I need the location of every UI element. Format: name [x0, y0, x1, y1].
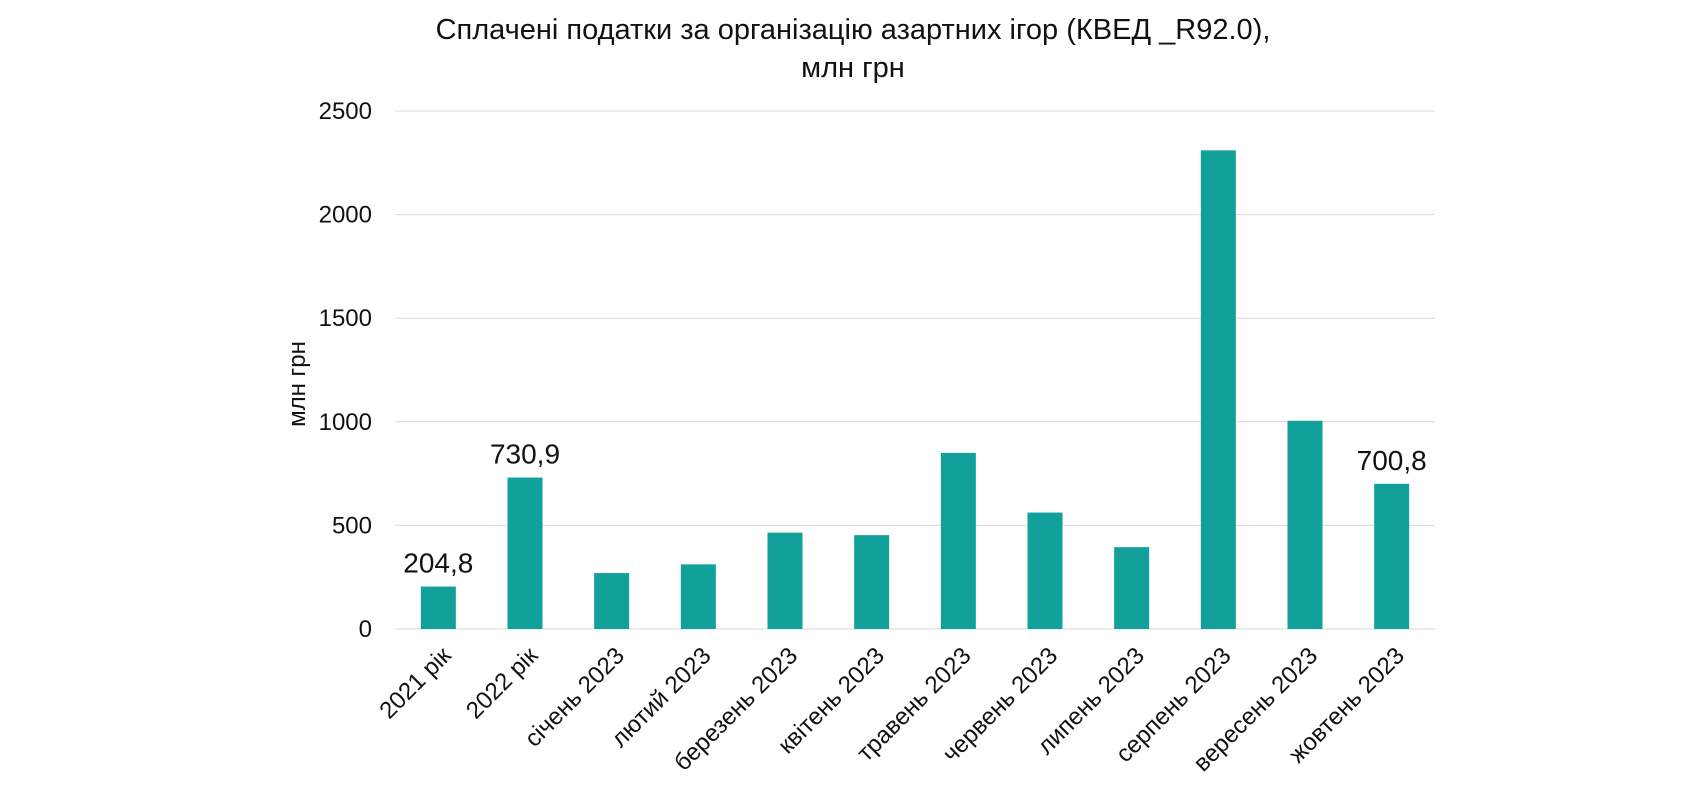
bar [680, 564, 716, 629]
y-tick-label: 1500 [319, 305, 372, 332]
bar [420, 586, 456, 629]
y-tick-label: 0 [359, 616, 372, 643]
bar [1114, 547, 1150, 629]
bar [1287, 420, 1323, 629]
chart-title-unit: млн грн [801, 52, 905, 84]
y-axis-title: млн грн [284, 341, 311, 427]
chart-title: Сплачені податки за організацію азартних… [435, 14, 1271, 46]
bar [507, 477, 543, 629]
x-category-label: 2021 рік [374, 642, 457, 725]
bar [767, 532, 803, 629]
gridlines [395, 110, 1435, 630]
y-tick-label: 1000 [319, 409, 372, 436]
bar [594, 573, 630, 629]
data-label: 204,8 [403, 548, 473, 579]
bar [1200, 150, 1236, 630]
y-axis-ticks: 0 500 1000 1500 2000 2500 [319, 98, 372, 643]
bar [1374, 483, 1410, 629]
bar [854, 535, 890, 629]
data-labels: 204,8 730,9 700,8 [403, 439, 1426, 579]
y-tick-label: 2000 [319, 202, 372, 229]
bars [420, 150, 1410, 630]
bar [1027, 512, 1063, 629]
y-tick-label: 2500 [319, 98, 372, 125]
x-category-label: 2022 рік [461, 642, 544, 725]
data-label: 730,9 [490, 439, 560, 470]
y-tick-label: 500 [332, 512, 372, 539]
bar [940, 452, 976, 629]
data-label: 700,8 [1357, 445, 1427, 476]
